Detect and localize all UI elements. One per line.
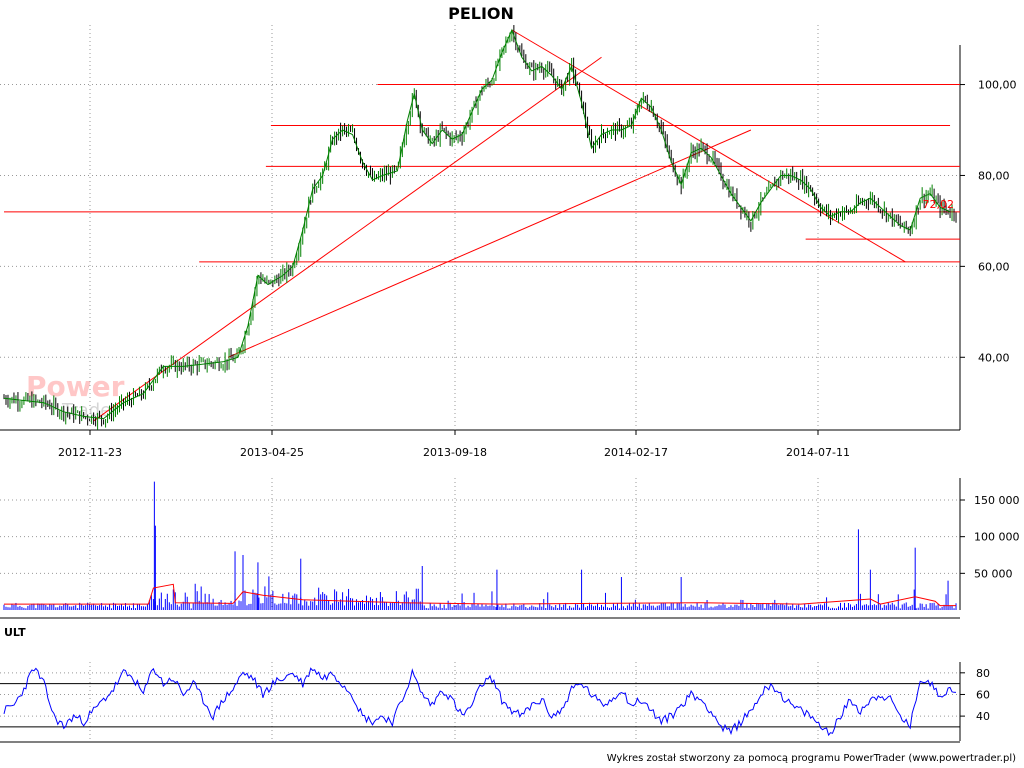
trendline (227, 129, 752, 358)
footer-credit: Wykres został stworzony za pomocą progra… (606, 753, 1016, 764)
volume-y-tick-label: 150 000 (974, 494, 1020, 507)
price-candles (3, 25, 957, 430)
ult-label: ULT (4, 626, 26, 639)
price-panel: 2012-11-23 2013-04-25 2013-09-18 2014-02-17… (0, 25, 1017, 459)
trendline (93, 56, 602, 422)
price-y-tick-label: 80,00 (978, 169, 1010, 182)
ult-y-tick-label: 80 (976, 667, 990, 680)
ult-y-tick-label: 60 (976, 688, 990, 701)
ult-y-tick-label: 40 (976, 710, 990, 723)
volume-panel: 50 000 100 000 150 000 (0, 478, 1020, 619)
watermark-line1: Power (26, 370, 125, 403)
price-y-tick-label: 40,00 (978, 351, 1010, 364)
volume-bars (3, 481, 957, 610)
volume-y-tick-label: 100 000 (974, 531, 1020, 544)
price-moving-average-line (3, 28, 951, 420)
price-x-tick-label: 2014-02-17 (604, 446, 668, 459)
ult-panel: 40 60 80 (0, 662, 990, 743)
price-x-tick-label: 2013-09-18 (423, 446, 487, 459)
price-x-tick-label: 2014-07-11 (786, 446, 850, 459)
last-value-label: 72,02 (923, 198, 955, 211)
price-y-tick-label: 60,00 (978, 260, 1010, 273)
price-y-tick-label: 100,00 (978, 79, 1017, 92)
trendline (511, 29, 906, 263)
ult-line (3, 667, 957, 737)
chart-title: PELION (448, 4, 514, 23)
price-x-tick-label: 2012-11-23 (58, 446, 122, 459)
volume-moving-average-line (4, 583, 956, 607)
volume-y-tick-label: 50 000 (974, 567, 1013, 580)
price-x-tick-label: 2013-04-25 (240, 446, 304, 459)
